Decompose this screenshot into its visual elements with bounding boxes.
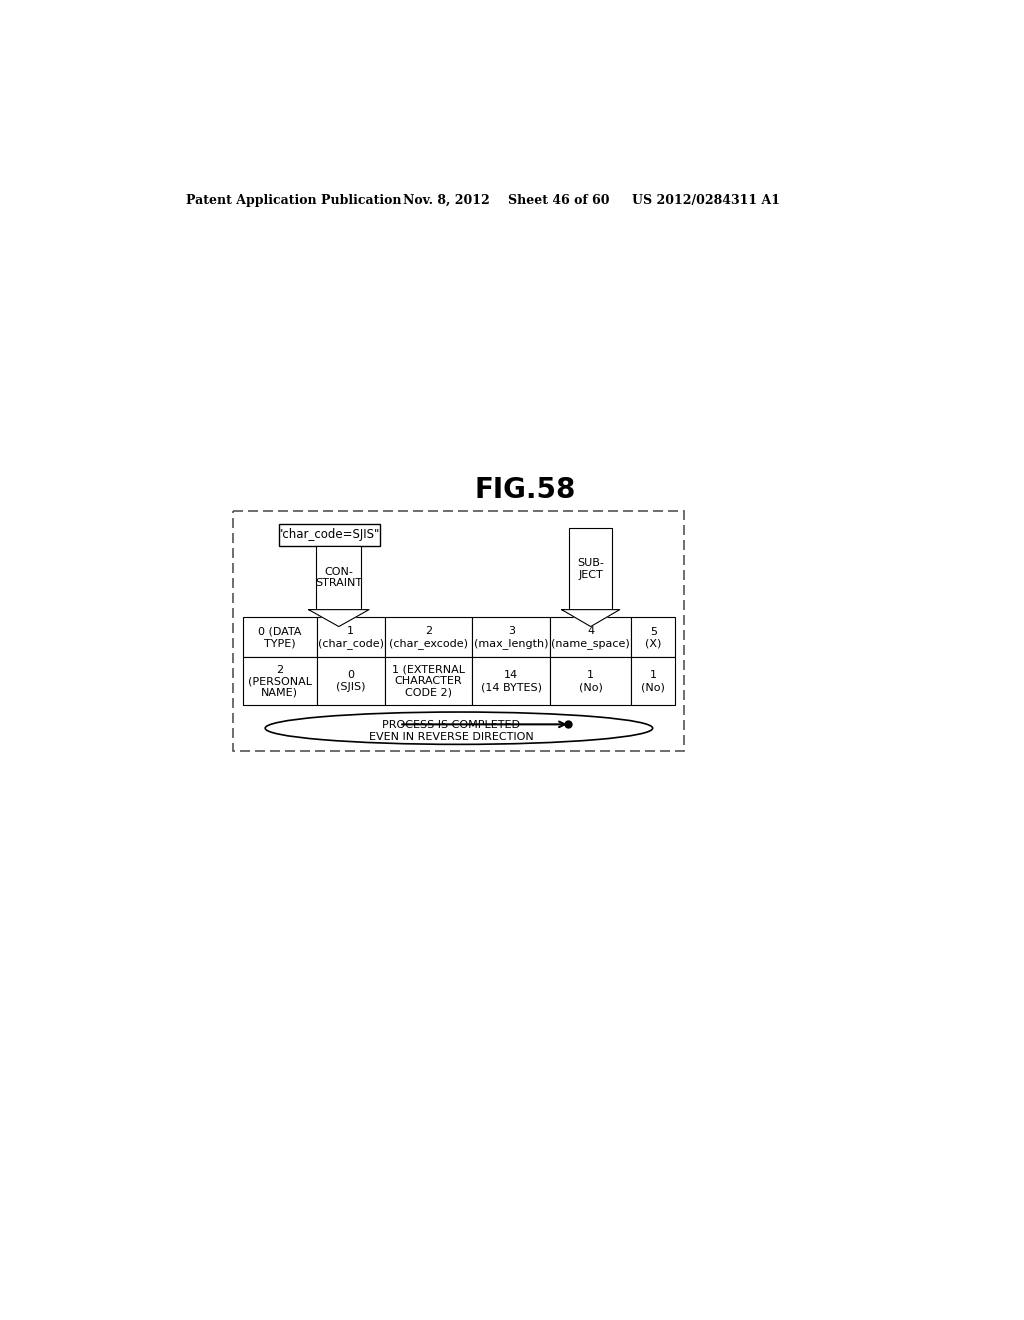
Text: 5
(X): 5 (X)	[645, 627, 662, 648]
Text: 1
(No): 1 (No)	[579, 671, 603, 692]
Bar	[631, 618, 675, 657]
Text: US 2012/0284311 A1: US 2012/0284311 A1	[632, 194, 779, 207]
Polygon shape	[561, 610, 620, 627]
Text: 0
(SJIS): 0 (SJIS)	[336, 671, 366, 692]
Text: 0 (DATA
TYPE): 0 (DATA TYPE)	[258, 627, 301, 648]
Bar	[631, 657, 675, 705]
Ellipse shape	[265, 711, 652, 744]
Text: 2
(PERSONAL
NAME): 2 (PERSONAL NAME)	[248, 665, 312, 698]
Bar	[280, 524, 380, 545]
Bar	[385, 657, 472, 705]
Text: FIG.58: FIG.58	[474, 475, 575, 503]
Text: 1
(No): 1 (No)	[641, 671, 666, 692]
Text: 1 (EXTERNAL
CHARACTER
CODE 2): 1 (EXTERNAL CHARACTER CODE 2)	[392, 665, 465, 698]
Bar	[569, 528, 612, 610]
Text: CON-
STRAINT: CON- STRAINT	[315, 566, 362, 589]
Text: 1
(char_code): 1 (char_code)	[317, 626, 384, 648]
Bar	[243, 657, 317, 705]
Text: "char_code=SJIS": "char_code=SJIS"	[279, 528, 381, 541]
Text: Patent Application Publication: Patent Application Publication	[186, 194, 401, 207]
Bar	[550, 657, 631, 705]
Bar	[243, 618, 317, 657]
Bar	[232, 511, 684, 751]
Bar	[317, 657, 385, 705]
Bar	[550, 618, 631, 657]
Bar	[385, 618, 472, 657]
Text: Nov. 8, 2012: Nov. 8, 2012	[403, 194, 489, 207]
Text: 3
(max_length): 3 (max_length)	[474, 626, 549, 648]
Text: 14
(14 BYTES): 14 (14 BYTES)	[481, 671, 542, 692]
Bar	[472, 618, 550, 657]
Bar	[472, 657, 550, 705]
Text: SUB-
JECT: SUB- JECT	[578, 558, 604, 579]
Text: 2
(char_excode): 2 (char_excode)	[389, 626, 468, 648]
Text: PROCESS IS COMPLETED
EVEN IN REVERSE DIRECTION: PROCESS IS COMPLETED EVEN IN REVERSE DIR…	[369, 721, 534, 742]
Bar	[316, 545, 361, 610]
Bar	[317, 618, 385, 657]
Text: Sheet 46 of 60: Sheet 46 of 60	[508, 194, 609, 207]
Text: 4
(name_space): 4 (name_space)	[551, 626, 630, 648]
Polygon shape	[308, 610, 369, 627]
